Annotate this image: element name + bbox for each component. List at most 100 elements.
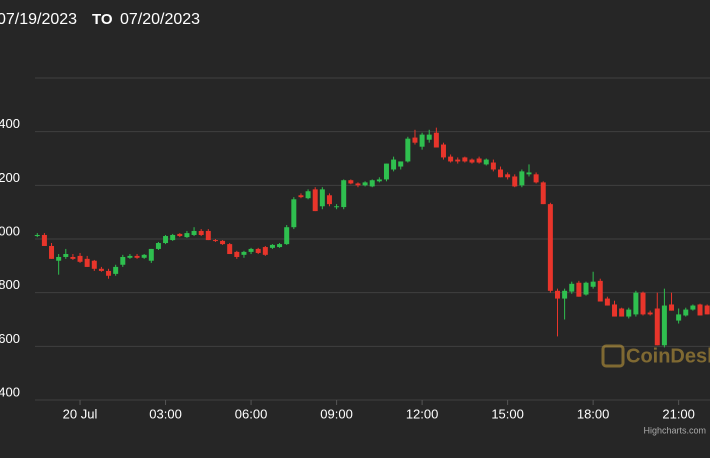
x-tick-label: 21:00 <box>662 406 695 421</box>
date-to: 07/20/2023 <box>120 11 200 28</box>
candle-body <box>277 244 283 248</box>
x-tick-label: 12:00 <box>406 406 439 421</box>
candle-body <box>697 304 703 316</box>
candle-body <box>633 292 639 315</box>
candle-body <box>141 254 147 258</box>
candle-body <box>262 247 268 255</box>
candle-body <box>284 227 290 245</box>
candle-body <box>462 157 468 162</box>
candle-body <box>362 182 368 186</box>
candle-body <box>647 312 653 315</box>
y-tick-label: 29,800 <box>0 277 20 292</box>
candle-body <box>604 298 610 306</box>
candle-body <box>63 254 69 257</box>
candle-body <box>562 290 568 299</box>
candle-body <box>227 244 233 255</box>
x-tick-label: 18:00 <box>577 406 610 421</box>
watermark: CoinDesk <box>601 344 710 368</box>
candle-body <box>77 255 83 262</box>
candle-body <box>106 270 112 276</box>
candle-body <box>198 230 204 235</box>
y-tick-label: 30,200 <box>0 170 20 185</box>
candle-body <box>298 195 304 198</box>
candle-body <box>163 236 169 244</box>
candle-body <box>291 199 297 228</box>
candle-body <box>540 182 546 205</box>
candle-body <box>704 305 710 315</box>
candle-body <box>519 171 525 186</box>
candle-body <box>348 180 354 184</box>
candle-body <box>661 305 667 346</box>
candle-body <box>483 159 489 165</box>
candle-body <box>248 248 254 252</box>
candle-body <box>569 283 575 292</box>
x-tick-label: 09:00 <box>320 406 353 421</box>
y-tick-label: 30,000 <box>0 223 20 238</box>
candle-body <box>654 308 660 346</box>
candle-body <box>305 191 311 199</box>
watermark-icon <box>601 344 625 368</box>
candle-body <box>383 163 389 180</box>
candle-body <box>56 256 62 261</box>
candle-body <box>576 282 582 297</box>
candle-body <box>49 245 55 259</box>
candle-body <box>626 309 632 317</box>
candle-body <box>433 132 439 148</box>
candle-body <box>376 179 382 182</box>
candle-body <box>405 138 411 162</box>
candle-body <box>41 234 47 246</box>
candle-body <box>391 159 397 170</box>
candle-body <box>676 314 682 321</box>
y-tick-label: 30,400 <box>0 116 20 131</box>
candle-body <box>455 159 461 162</box>
candle-body <box>312 189 318 212</box>
date-separator: TO <box>92 11 113 28</box>
candle-body <box>70 256 76 259</box>
candle-body <box>476 158 482 163</box>
candle-body <box>505 174 511 178</box>
candle-body <box>398 161 404 167</box>
candle-body <box>547 204 553 291</box>
candle-body <box>84 258 90 267</box>
candle-body <box>34 234 40 237</box>
candle-body <box>419 134 425 147</box>
candle-body <box>212 240 218 242</box>
candle-body <box>669 304 675 311</box>
candle-body <box>426 134 432 140</box>
candle-body <box>683 309 689 316</box>
candle-body <box>220 240 226 245</box>
candle-body <box>127 255 133 258</box>
candle-body <box>619 308 625 317</box>
candle-body <box>184 233 190 238</box>
candle-body <box>590 281 596 287</box>
candle-body <box>412 137 418 143</box>
candle-body <box>148 248 154 261</box>
candle-body <box>555 290 560 299</box>
candle-body <box>155 243 161 249</box>
date-from: 07/19/2023 <box>0 11 77 28</box>
candle-body <box>497 169 503 178</box>
credits: Highcharts.com <box>643 425 706 435</box>
candle-body <box>341 180 347 208</box>
candle-body <box>640 292 646 315</box>
candle-body <box>241 251 247 255</box>
candle-body <box>234 251 240 257</box>
candle-body <box>369 180 375 187</box>
candle-body <box>440 144 446 158</box>
candle-body <box>448 156 454 162</box>
candle-body <box>690 305 696 310</box>
candle-body <box>469 159 475 163</box>
candle-body <box>326 195 332 205</box>
x-tick-label: 03:00 <box>149 406 182 421</box>
candle-body <box>191 230 197 235</box>
x-tick-label: 15:00 <box>491 406 524 421</box>
candle-body <box>612 304 618 317</box>
candle-body <box>319 189 325 207</box>
candle-body <box>490 162 496 170</box>
candle-body <box>597 280 603 302</box>
candle-body <box>512 176 518 187</box>
x-tick-label: 06:00 <box>235 406 268 421</box>
candle-body <box>98 268 104 271</box>
